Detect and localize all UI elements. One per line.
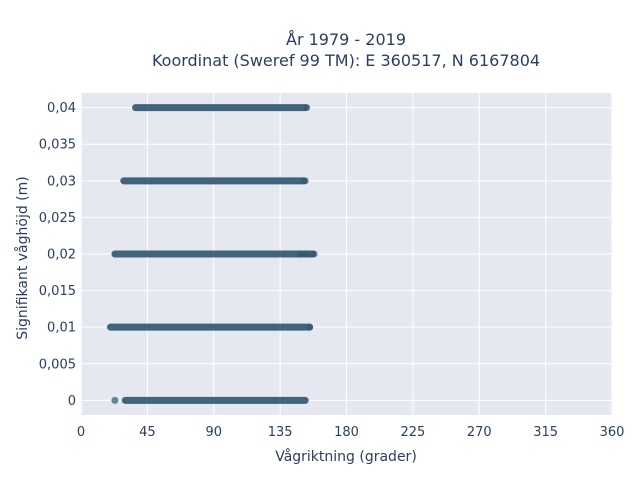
x-tick-label: 135 [268, 425, 293, 440]
x-tick-label: 225 [400, 425, 425, 440]
data-point [301, 177, 309, 185]
x-tick-label: 90 [205, 425, 222, 440]
y-tick-label: 0,04 [47, 101, 76, 116]
y-axis-ticks: 0 0,005 0,01 0,015 0,02 0,025 0,03 0,035 0,04 [39, 101, 76, 409]
y-tick-label: 0 [68, 394, 76, 409]
y-tick-label: 0,025 [39, 211, 76, 226]
x-tick-label: 45 [139, 425, 156, 440]
data-point [303, 250, 311, 258]
data-point [111, 396, 119, 404]
y-tick-label: 0,035 [39, 138, 76, 153]
data-points [107, 104, 318, 404]
chart-subtitle: Koordinat (Sweref 99 TM): E 360517, N 61… [152, 51, 540, 70]
y-tick-label: 0,01 [47, 321, 76, 336]
y-tick-label: 0,02 [47, 248, 76, 263]
y-tick-label: 0,03 [47, 174, 76, 189]
x-axis-title: Vågriktning (grader) [275, 448, 417, 465]
data-point [306, 323, 314, 331]
data-point [297, 250, 305, 258]
grid-lines [80, 93, 613, 415]
x-tick-label: 0 [77, 425, 85, 440]
y-axis-title: Signifikant våghöjd (m) [14, 176, 31, 339]
data-point [310, 250, 318, 258]
x-tick-label: 315 [533, 425, 558, 440]
y-tick-label: 0,015 [39, 284, 76, 299]
chart-title: År 1979 - 2019 [286, 30, 406, 49]
x-tick-label: 270 [467, 425, 492, 440]
y-tick-label: 0,005 [39, 357, 76, 372]
x-tick-label: 360 [600, 425, 625, 440]
x-tick-label: 180 [334, 425, 359, 440]
x-axis-ticks: 0 45 90 135 180 225 270 315 360 [77, 425, 625, 440]
data-point [303, 104, 311, 112]
